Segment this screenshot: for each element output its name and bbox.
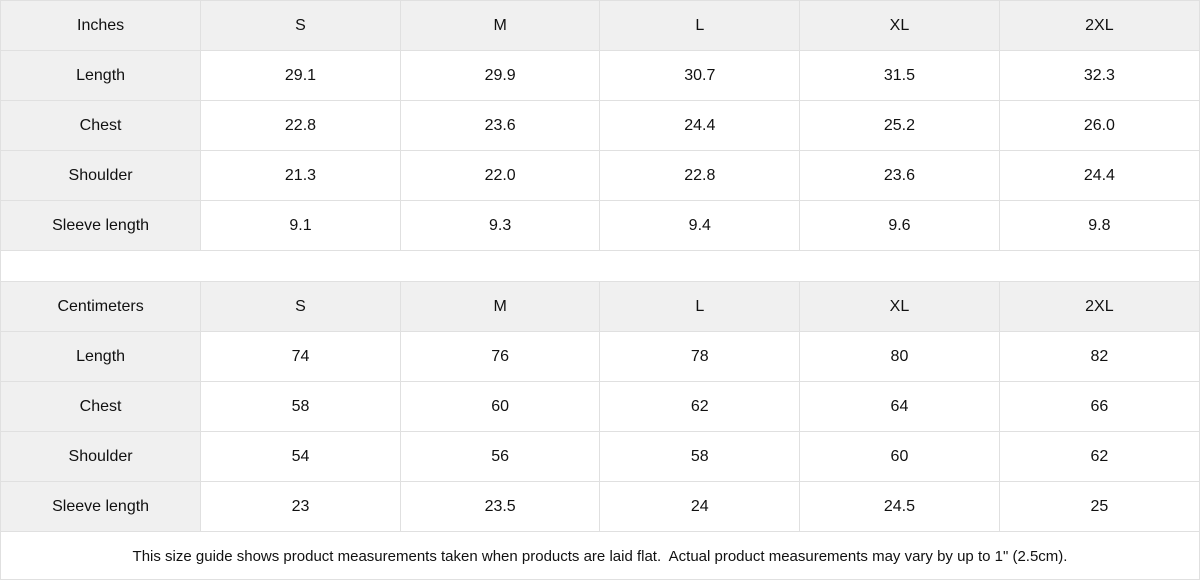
row-label-cell: Chest bbox=[1, 100, 202, 151]
value-cell: 32.3 bbox=[998, 50, 1199, 101]
value-cell: 76 bbox=[399, 331, 601, 382]
value-cell: 23.6 bbox=[799, 150, 1000, 201]
unit-header-cell: Centimeters bbox=[1, 281, 202, 332]
row-label-cell: Sleeve length bbox=[1, 481, 202, 532]
value-cell: 24 bbox=[599, 481, 801, 532]
value-cell: 64 bbox=[799, 381, 1000, 432]
row-label-cell: Length bbox=[1, 50, 202, 101]
value-cell: 54 bbox=[200, 431, 401, 482]
value-cell: 21.3 bbox=[200, 150, 401, 201]
value-cell: 58 bbox=[599, 431, 801, 482]
table-gap-spacer bbox=[1, 251, 1199, 281]
centimeters-size-table: Centimeters S M L XL 2XL Length 74 76 78… bbox=[1, 281, 1199, 532]
size-guide-note-bar: This size guide shows product measuremen… bbox=[1, 532, 1199, 579]
value-cell: 24.4 bbox=[599, 100, 801, 151]
value-cell: 78 bbox=[599, 331, 801, 382]
size-header-cell-xl: XL bbox=[799, 1, 1000, 51]
table-header-row: Centimeters S M L XL 2XL bbox=[1, 281, 1199, 332]
value-cell: 9.8 bbox=[998, 200, 1199, 251]
size-header-cell-l: L bbox=[599, 281, 801, 332]
value-cell: 62 bbox=[599, 381, 801, 432]
value-cell: 22.8 bbox=[599, 150, 801, 201]
value-cell: 66 bbox=[998, 381, 1199, 432]
size-header-cell-2xl: 2XL bbox=[998, 281, 1199, 332]
size-header-cell-s: S bbox=[200, 281, 401, 332]
value-cell: 22.0 bbox=[399, 150, 601, 201]
size-guide-note: This size guide shows product measuremen… bbox=[132, 547, 1068, 565]
table-row-length: Length 29.1 29.9 30.7 31.5 32.3 bbox=[1, 50, 1199, 101]
table-row-chest: Chest 58 60 62 64 66 bbox=[1, 381, 1199, 432]
value-cell: 60 bbox=[799, 431, 1000, 482]
table-row-sleeve-length: Sleeve length 9.1 9.3 9.4 9.6 9.8 bbox=[1, 200, 1199, 251]
value-cell: 82 bbox=[998, 331, 1199, 382]
value-cell: 23.5 bbox=[399, 481, 601, 532]
size-header-cell-xl: XL bbox=[799, 281, 1000, 332]
value-cell: 24.4 bbox=[998, 150, 1199, 201]
row-label-cell: Length bbox=[1, 331, 202, 382]
value-cell: 80 bbox=[799, 331, 1000, 382]
inches-size-table: Inches S M L XL 2XL Length 29.1 29.9 30.… bbox=[1, 1, 1199, 251]
value-cell: 58 bbox=[200, 381, 401, 432]
value-cell: 23 bbox=[200, 481, 401, 532]
value-cell: 9.6 bbox=[799, 200, 1000, 251]
size-header-cell-m: M bbox=[399, 1, 601, 51]
row-label-cell: Shoulder bbox=[1, 150, 202, 201]
value-cell: 30.7 bbox=[599, 50, 801, 101]
table-row-shoulder: Shoulder 54 56 58 60 62 bbox=[1, 431, 1199, 482]
value-cell: 31.5 bbox=[799, 50, 1000, 101]
size-header-cell-l: L bbox=[599, 1, 801, 51]
size-header-cell-s: S bbox=[200, 1, 401, 51]
value-cell: 9.4 bbox=[599, 200, 801, 251]
value-cell: 29.9 bbox=[399, 50, 601, 101]
value-cell: 29.1 bbox=[200, 50, 401, 101]
value-cell: 74 bbox=[200, 331, 401, 382]
size-header-cell-m: M bbox=[399, 281, 601, 332]
value-cell: 25.2 bbox=[799, 100, 1000, 151]
row-label-cell: Sleeve length bbox=[1, 200, 202, 251]
value-cell: 9.1 bbox=[200, 200, 401, 251]
table-row-sleeve-length: Sleeve length 23 23.5 24 24.5 25 bbox=[1, 481, 1199, 532]
value-cell: 60 bbox=[399, 381, 601, 432]
value-cell: 23.6 bbox=[399, 100, 601, 151]
unit-header-cell: Inches bbox=[1, 1, 202, 51]
table-row-shoulder: Shoulder 21.3 22.0 22.8 23.6 24.4 bbox=[1, 150, 1199, 201]
value-cell: 22.8 bbox=[200, 100, 401, 151]
table-header-row: Inches S M L XL 2XL bbox=[1, 1, 1199, 51]
value-cell: 56 bbox=[399, 431, 601, 482]
value-cell: 26.0 bbox=[998, 100, 1199, 151]
value-cell: 9.3 bbox=[399, 200, 601, 251]
value-cell: 25 bbox=[998, 481, 1199, 532]
table-row-chest: Chest 22.8 23.6 24.4 25.2 26.0 bbox=[1, 100, 1199, 151]
row-label-cell: Chest bbox=[1, 381, 202, 432]
size-header-cell-2xl: 2XL bbox=[998, 1, 1199, 51]
value-cell: 24.5 bbox=[799, 481, 1000, 532]
table-row-length: Length 74 76 78 80 82 bbox=[1, 331, 1199, 382]
row-label-cell: Shoulder bbox=[1, 431, 202, 482]
value-cell: 62 bbox=[998, 431, 1199, 482]
